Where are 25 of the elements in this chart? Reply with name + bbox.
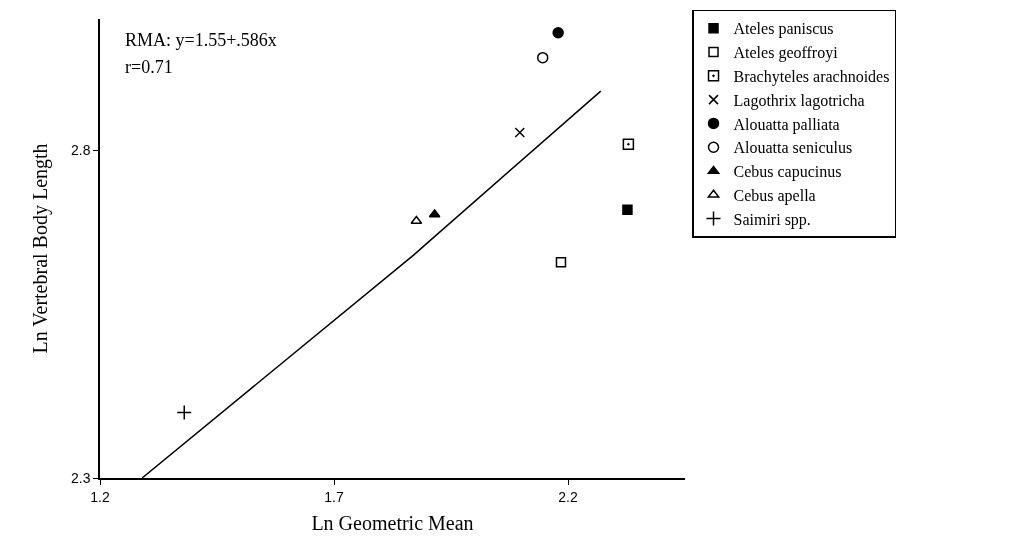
legend-label: Ateles geoffroyi bbox=[733, 44, 839, 63]
x-tick-label: 1.7 bbox=[324, 488, 344, 505]
x-tick-label: 1.2 bbox=[90, 488, 110, 505]
annotation: r=0.71 bbox=[125, 57, 173, 77]
annotation: RMA: y=1.55+.586x bbox=[125, 30, 277, 50]
y-axis-title: Ln Vertebral Body Length bbox=[28, 143, 52, 354]
legend-label: Alouatta palliata bbox=[733, 115, 840, 134]
y-tick-label: 2.8 bbox=[70, 142, 91, 159]
point bbox=[514, 127, 526, 138]
legend-label: Ateles paniscus bbox=[733, 20, 834, 39]
legend-label: Lagothrix lagotricha bbox=[733, 91, 865, 110]
legend-label: Cebus capucinus bbox=[733, 163, 842, 182]
legend-label: Alouatta seniculus bbox=[733, 139, 853, 157]
legend-label: Brachyteles arachnoides bbox=[733, 68, 890, 87]
y-tick-label: 2.3 bbox=[70, 469, 91, 486]
point bbox=[536, 51, 549, 64]
point bbox=[552, 27, 564, 39]
point bbox=[622, 204, 633, 216]
point bbox=[622, 138, 635, 150]
point bbox=[176, 404, 192, 421]
legend-label: Cebus apella bbox=[733, 187, 816, 206]
legend-label: Saimiri spp. bbox=[733, 210, 811, 229]
point bbox=[555, 257, 567, 268]
x-axis-title: Ln Geometric Mean bbox=[311, 511, 474, 534]
x-tick-label: 2.2 bbox=[558, 488, 578, 505]
